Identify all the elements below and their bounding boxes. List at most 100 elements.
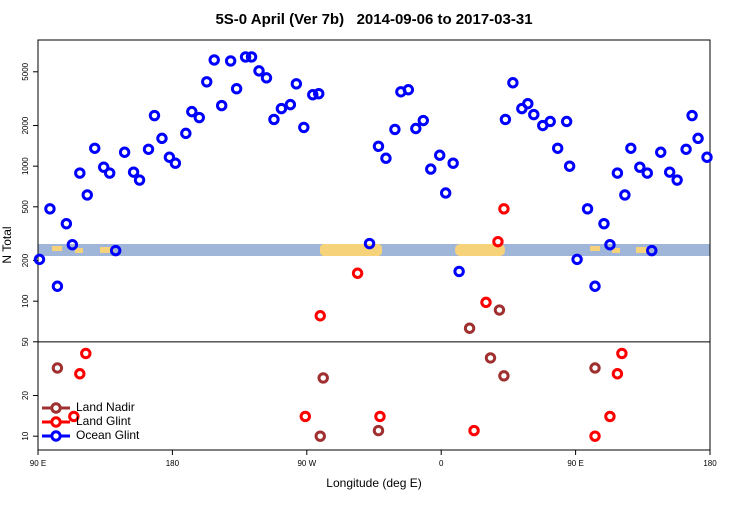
point [581,203,594,215]
point [33,253,46,266]
point [425,163,437,175]
x-tick-label: 180 [166,459,180,468]
point [616,347,628,360]
point [148,109,161,122]
point [60,217,73,230]
point [439,187,452,199]
point [351,267,364,279]
point [374,410,386,423]
point [44,203,56,215]
point [81,189,93,201]
point [299,410,312,423]
point [522,97,534,110]
point [363,237,376,250]
point [498,203,510,215]
point [480,296,492,309]
point [133,174,146,186]
point [156,132,168,145]
point [118,146,131,158]
point [625,142,637,154]
point [74,167,86,179]
point [544,115,556,128]
point [193,111,205,124]
point [468,424,480,437]
point [619,189,631,201]
point [239,51,252,63]
point [646,244,658,257]
y-tick-label: 5000 [21,62,30,80]
point [410,122,422,135]
point [74,368,86,380]
point [142,143,155,155]
point [372,424,385,437]
point [589,362,601,374]
point [224,55,237,67]
point [551,142,564,154]
point [663,166,676,178]
point [560,115,573,128]
point [275,102,288,115]
point [314,310,326,322]
point [447,157,459,169]
point [528,108,540,121]
point [372,140,385,153]
point [507,77,519,89]
point [201,76,213,88]
chart-title: 5S-0 April (Ver 7b) 2014-09-06 to 2017-0… [215,11,532,28]
point [484,352,497,364]
plot-frame [37,39,711,451]
point [402,84,415,96]
point [80,347,92,360]
point [589,430,601,442]
y-tick-label: 20 [21,391,30,400]
point [186,105,198,118]
x-tick-label: 90 W [297,459,316,468]
point [51,280,64,292]
legend-marker [50,430,62,442]
point [634,161,646,173]
point [598,217,610,230]
legend-label: Land Glint [76,414,131,428]
point [163,151,176,163]
y-tick-label: 2000 [21,116,30,134]
point [66,238,79,251]
point [563,160,576,172]
point [68,410,80,423]
point [180,127,192,140]
point [453,265,465,278]
point [313,87,325,100]
point [317,372,329,384]
y-axis-label: N Total [0,226,14,263]
point [314,430,326,442]
legend-label: Land Nadir [76,400,135,414]
point [499,113,512,126]
point [89,142,101,154]
point [604,410,616,423]
point [290,78,303,90]
point [686,109,698,122]
point [589,280,601,292]
point [127,166,140,178]
point [103,167,116,179]
point [493,304,506,316]
point [215,99,228,112]
point [417,114,429,127]
point [98,161,110,173]
legend-label: Ocean Glint [76,428,140,442]
x-axis-label: Longitude (deg E) [326,476,421,490]
point [109,244,122,257]
point [680,143,692,155]
point [571,253,583,266]
x-tick-label: 180 [703,459,717,468]
legend-marker [50,416,62,428]
point [655,146,667,158]
point [692,132,704,145]
y-tick-label: 50 [21,337,30,346]
point [611,368,624,380]
point [671,174,683,186]
point [307,89,319,101]
legend-marker [50,402,62,414]
x-tick-label: 90 E [567,459,583,468]
y-tick-label: 500 [21,200,30,214]
